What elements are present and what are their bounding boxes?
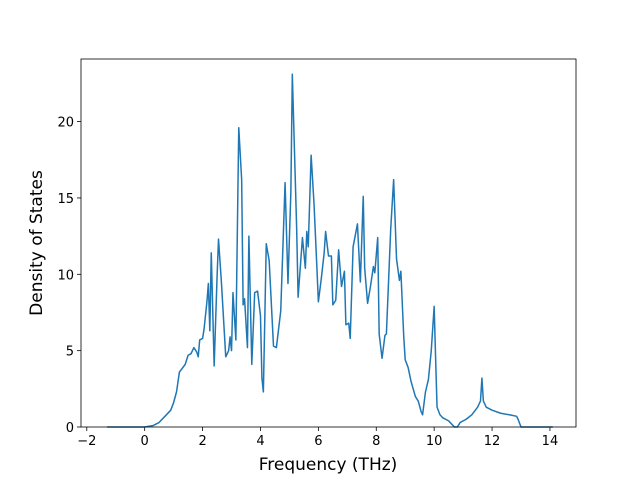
x-tick-label: 8 <box>372 434 380 449</box>
x-tick-label: 12 <box>484 434 501 449</box>
y-tick-label: 15 <box>57 192 74 207</box>
y-tick-label: 5 <box>66 345 74 360</box>
y-tick-label: 0 <box>66 421 74 436</box>
data-line <box>107 73 553 428</box>
x-axis-label: Frequency (THz) <box>259 455 398 475</box>
x-tick-label: 10 <box>426 434 443 449</box>
x-tick-label: 2 <box>198 434 206 449</box>
x-tick-label: 14 <box>542 434 559 449</box>
x-tick-label: 4 <box>256 434 264 449</box>
plot-frame <box>80 58 577 428</box>
y-tick-label: 20 <box>57 116 74 131</box>
x-tick-label: 0 <box>141 434 149 449</box>
x-tick-label: −2 <box>77 434 96 449</box>
y-axis-label: Density of States <box>27 170 47 316</box>
x-tick-label: 6 <box>314 434 322 449</box>
y-tick-label: 10 <box>57 268 74 283</box>
